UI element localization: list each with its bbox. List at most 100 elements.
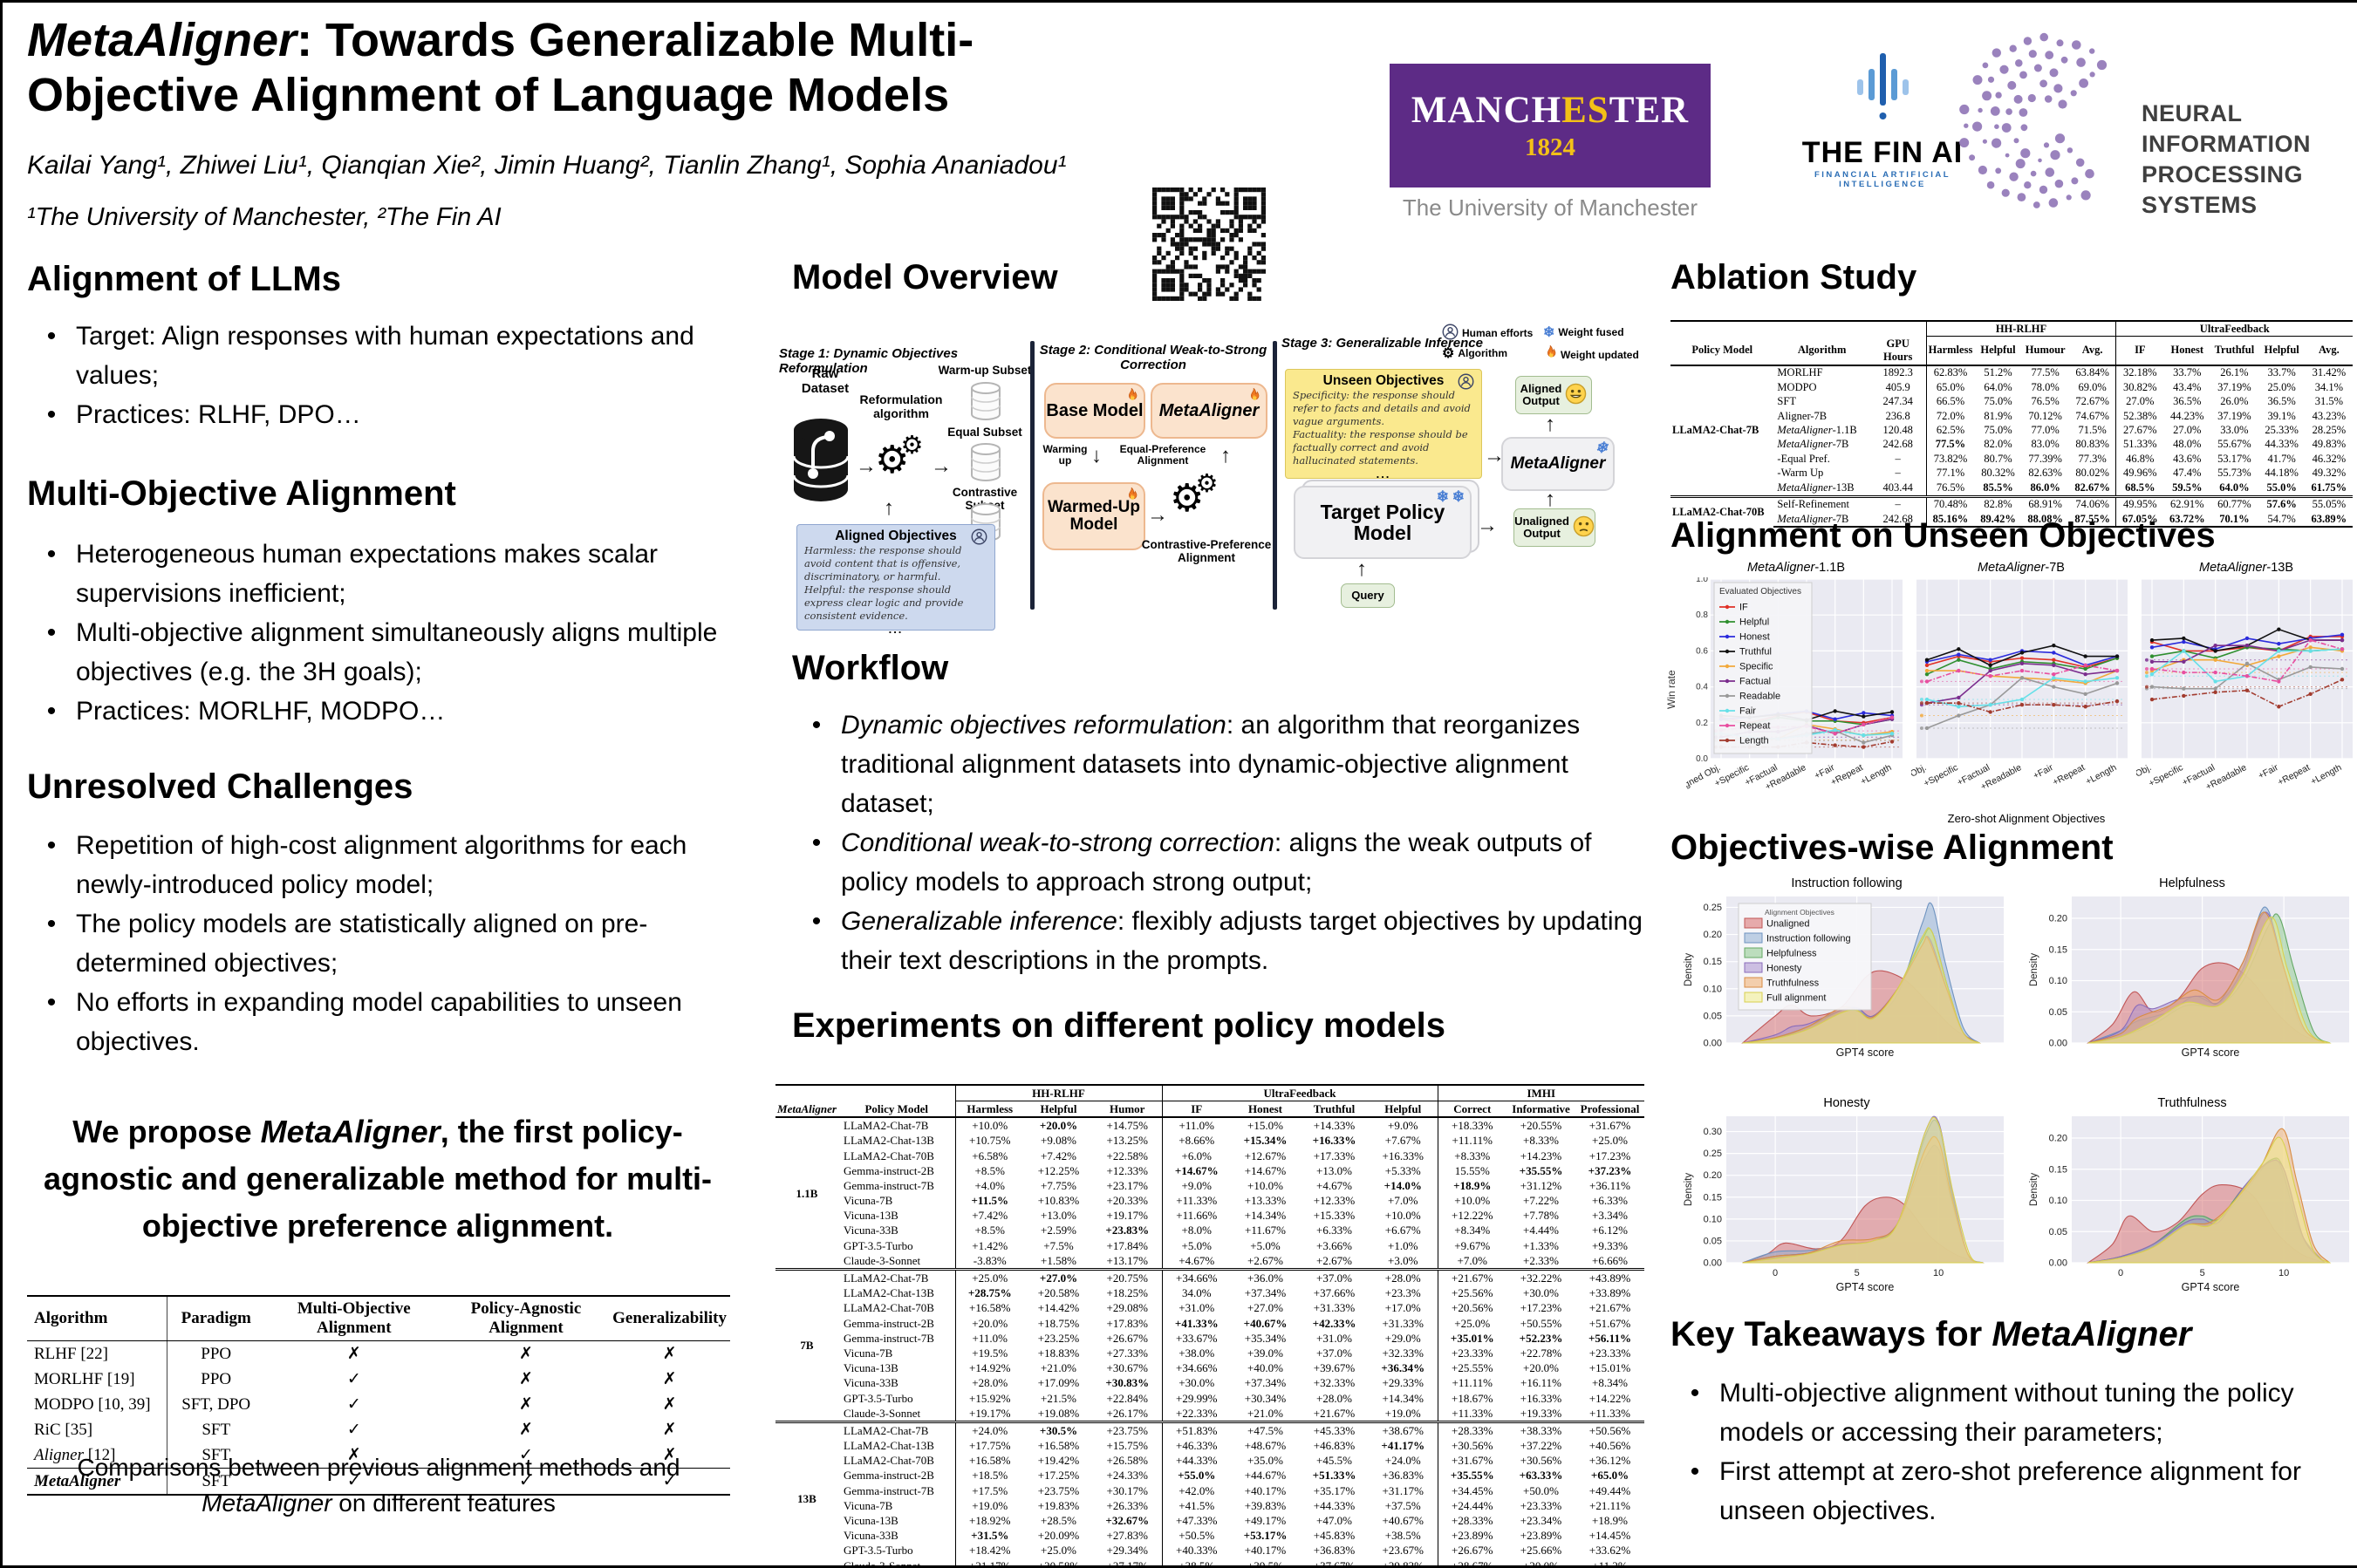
- contrastive-gears-icon: ⚙⚙: [1170, 470, 1219, 520]
- svg-text:0.30: 0.30: [1704, 1127, 1722, 1137]
- equal-subset-label: Equal Subset: [947, 426, 1022, 439]
- heading-unseen-objectives: Alignment on Unseen Objectives: [1670, 516, 2216, 555]
- comparison-table: Algorithm Paradigm Multi-Objective Alignme…: [27, 1295, 730, 1496]
- svg-text:1.0: 1.0: [1696, 577, 1708, 584]
- arrow-right-icon: →: [931, 454, 952, 478]
- aligned-output-box: Aligned Output: [1515, 376, 1592, 414]
- stage2-title: Stage 2: Conditional Weak-to-Strong Corr…: [1039, 343, 1267, 373]
- arrow-right-icon: →: [1147, 503, 1168, 527]
- svg-text:Alignment Objectives: Alignment Objectives: [1765, 908, 1834, 917]
- unseen-objectives-text: Specificity: the response should refer t…: [1293, 389, 1471, 467]
- svg-text:5: 5: [2200, 1268, 2205, 1278]
- arrow-up-icon: ↑: [1545, 412, 1555, 436]
- svg-text:+Length: +Length: [2309, 762, 2344, 787]
- bullet-item: • Conditional weak-to-strong correction: …: [811, 828, 1592, 896]
- arrow-up-icon: ↑: [1356, 557, 1367, 581]
- legend-human-efforts: Human efforts: [1442, 324, 1533, 343]
- unseen-chart-panel: MetaAligner-7BAligned Obj.+Specific+Fact…: [1879, 561, 2131, 810]
- model-overview-diagram: Stage 1: Dynamic Objectives Reformulatio…: [777, 310, 1648, 637]
- proposal-statement: We propose MetaAligner, the first policy…: [43, 1114, 713, 1244]
- svg-text:IF: IF: [1739, 603, 1748, 613]
- svg-text:0.20: 0.20: [1704, 1170, 1722, 1181]
- experiments-table: HH-RLHF UltraFeedback IMHI MetaAligner Polic…: [775, 1084, 1644, 1565]
- snowflake-icon: ❄: [1452, 488, 1465, 505]
- svg-text:0.00: 0.00: [1704, 1258, 1722, 1269]
- ellipsis: ...: [888, 622, 904, 636]
- win-rate-axis-label: Win rate: [1665, 670, 1677, 709]
- legend-weight-updated: Weight updated: [1543, 344, 1639, 365]
- query-box: Query: [1341, 583, 1395, 608]
- svg-text:10: 10: [1933, 1268, 1944, 1278]
- arrow-up-icon: ↑: [1545, 487, 1555, 511]
- warming-up-label: Warming up: [1042, 443, 1088, 467]
- svg-text:0.15: 0.15: [1704, 957, 1722, 967]
- bullet-item: • Heterogeneous human expectations makes …: [46, 540, 659, 608]
- bullet-item: • Generalizable inference: flexibly adjus…: [811, 907, 1643, 975]
- manchester-logo: MANCHESTER 1824 The University of Manche…: [1390, 64, 1711, 222]
- gear-icon: ⚙: [1442, 346, 1455, 361]
- svg-text:0.15: 0.15: [2049, 1164, 2067, 1175]
- flame-icon: [1124, 387, 1138, 410]
- equal-subset-icon: [969, 442, 1002, 485]
- arrow-right-icon: →: [856, 454, 877, 478]
- svg-text:+Specific: +Specific: [2147, 762, 2185, 789]
- takeaways-bullets: • Multi-objective alignment without tunin…: [1670, 1374, 2353, 1531]
- svg-text:0.10: 0.10: [2049, 1196, 2067, 1206]
- heading-objectives-wise: Objectives-wise Alignment: [1670, 828, 2114, 867]
- svg-text:+Length: +Length: [1859, 762, 1894, 787]
- svg-text:0.00: 0.00: [2049, 1258, 2067, 1269]
- target-policy-model-box: Target Policy Model ❄ ❄: [1294, 486, 1472, 559]
- svg-text:Fair: Fair: [1739, 706, 1756, 717]
- metaaligner-box-stage3: MetaAligner ❄: [1501, 437, 1615, 491]
- svg-text:0.25: 0.25: [1704, 903, 1722, 913]
- workflow-bullets: • Dynamic objectives reformulation: an al…: [792, 706, 1643, 980]
- svg-text:0.15: 0.15: [1704, 1192, 1722, 1203]
- density-chart-panel: Helpfulness 0.00 0.05 0.10 0.15 0.20 Density GP…: [2025, 876, 2357, 1079]
- svg-text:0.2: 0.2: [1696, 719, 1708, 728]
- svg-text:Honest: Honest: [1739, 632, 1770, 643]
- equal-preference-label: Equal-Preference Alignment: [1119, 443, 1206, 467]
- svg-text:Length: Length: [1739, 736, 1769, 747]
- density-chart-panel: Instruction following 0.00 0.05 0.10 0.15 0.2…: [1679, 876, 2014, 1079]
- unseen-objectives-title: Unseen Objectives: [1322, 373, 1445, 388]
- bullet-item: • Target: Align responses with human expe…: [46, 322, 694, 390]
- svg-text:Full alignment: Full alignment: [1766, 993, 1826, 1004]
- svg-text:GPT4 score: GPT4 score: [2182, 1281, 2240, 1293]
- svg-text:0.00: 0.00: [2049, 1039, 2067, 1049]
- bullet-item: • Dynamic objectives reformulation: an al…: [811, 711, 1581, 818]
- stage-divider: [1273, 341, 1277, 610]
- stage3-title: Stage 3: Generalizable Inference: [1281, 336, 1483, 351]
- svg-text:Unaligned: Unaligned: [1766, 919, 1810, 930]
- svg-text:Instruction following: Instruction following: [1766, 934, 1851, 944]
- svg-text:0.10: 0.10: [1704, 1214, 1722, 1224]
- frown-icon: [1573, 515, 1595, 540]
- finai-bars-icon: [1857, 53, 1909, 119]
- svg-text:Density: Density: [1684, 1173, 1694, 1207]
- unresolved-challenges-bullets: • Repetition of high-cost alignment algor…: [27, 826, 760, 1061]
- raw-dataset-icon: [786, 412, 856, 509]
- warmup-subset-label: Warm-up Subset: [938, 364, 1032, 377]
- heading-ablation-study: Ablation Study: [1670, 258, 1917, 297]
- unseen-objectives-charts: MetaAligner-1.1B 0.0 0.2 0.4 0.6 0.8 1.0 Aligne…: [1673, 561, 2357, 822]
- smile-icon: [1565, 383, 1587, 407]
- svg-text:Density: Density: [2029, 1173, 2039, 1207]
- svg-text:0.25: 0.25: [1704, 1149, 1722, 1159]
- svg-text:0: 0: [2118, 1268, 2123, 1278]
- flame-icon: [1124, 487, 1138, 509]
- heading-alignment-of-llms: Alignment of LLMs: [27, 260, 341, 298]
- svg-text:0.05: 0.05: [1704, 1236, 1722, 1246]
- person-icon: [1458, 373, 1474, 394]
- aligned-objectives-title: Aligned Objectives: [835, 528, 957, 543]
- svg-text:+Repeat: +Repeat: [1829, 762, 1865, 787]
- flame-icon: [1543, 344, 1557, 365]
- svg-text:+Specific: +Specific: [1922, 762, 1960, 789]
- svg-text:0.20: 0.20: [1704, 930, 1722, 940]
- svg-text:+Repeat: +Repeat: [2276, 762, 2312, 787]
- poster-title: MetaAligner: Towards Generalizable Multi…: [27, 14, 974, 122]
- person-icon: [1442, 324, 1459, 343]
- unseen-chart-panel: MetaAligner-13BAligned Obj.+Specific+Fac…: [2104, 561, 2356, 810]
- svg-text:+Repeat: +Repeat: [2051, 762, 2087, 787]
- svg-text:GPT4 score: GPT4 score: [1836, 1046, 1895, 1059]
- svg-text:0.05: 0.05: [1704, 1011, 1722, 1021]
- density-chart-panel: Honesty 0.00 0.05 0.10 0.15 0.20 0.25 0.30 Densi…: [1679, 1096, 2014, 1314]
